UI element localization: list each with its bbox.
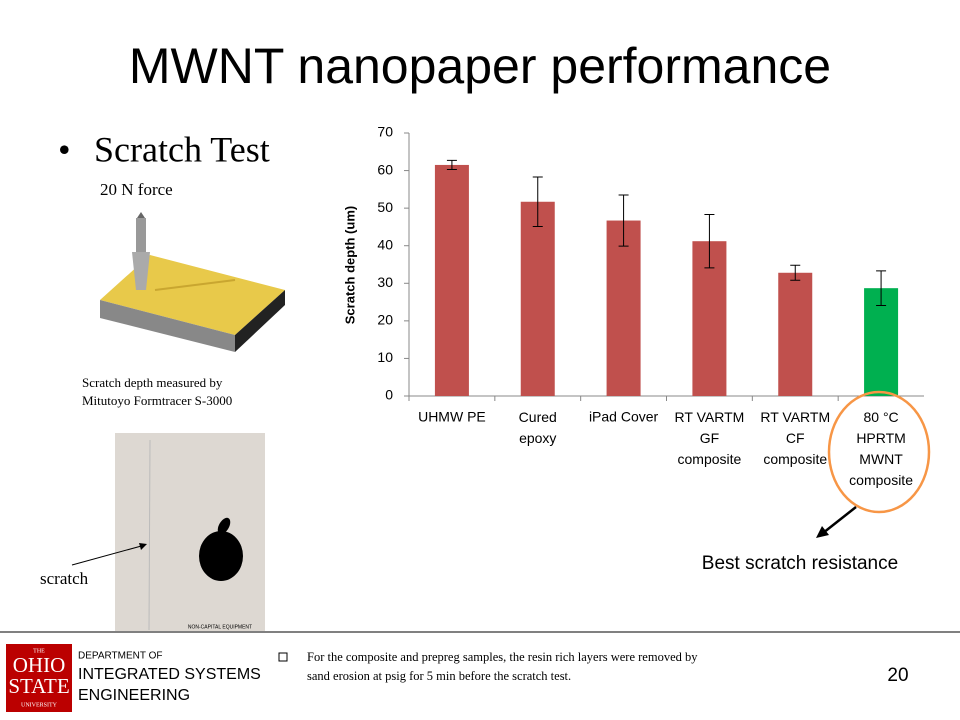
tester-illustration <box>100 212 285 352</box>
error-bar <box>790 264 801 281</box>
measure-note: Mitutoyo Formtracer S-3000 <box>82 393 232 408</box>
callout: Best scratch resistance <box>702 553 898 574</box>
bullet: Scratch Test <box>94 129 270 169</box>
error-bar <box>532 176 543 228</box>
force-label: 20 N force <box>100 180 173 199</box>
footnote: sand erosion at psig for 5 min before th… <box>307 669 571 683</box>
logo-text: STATE <box>8 674 69 698</box>
slide-title: MWNT nanopaper performance <box>129 38 831 94</box>
error-bar <box>618 194 629 247</box>
x-tick-label: RT VARTM GF composite <box>675 409 745 467</box>
photo: NON-CAPITAL EQUIPMENT <box>115 433 265 631</box>
page-number: 20 <box>887 665 908 686</box>
department: ENGINEERING <box>78 687 190 704</box>
x-tick-label: iPad Cover <box>589 409 659 425</box>
checkbox-bullet <box>278 652 288 662</box>
arrow-head <box>139 543 147 550</box>
y-tick-label: 60 <box>377 161 393 177</box>
y-tick-label: 30 <box>377 274 393 290</box>
callout-arrow <box>822 506 857 534</box>
y-tick-label: 20 <box>377 312 393 328</box>
arrow-head <box>816 526 829 538</box>
y-tick-label: 0 <box>385 387 393 403</box>
y-tick-label: 40 <box>377 236 393 252</box>
bar <box>520 201 555 396</box>
bar <box>864 288 899 396</box>
logo-text: OHIO <box>13 653 66 677</box>
x-tick-label: UHMW PE <box>418 409 486 425</box>
department: DEPARTMENT OF <box>78 651 162 662</box>
x-tick-label: RT VARTM CF composite <box>760 409 830 467</box>
x-tick-label: 80 °C HPRTM MWNT composite <box>849 409 913 488</box>
logo-text: THE <box>33 648 45 654</box>
y-tick-label: 70 <box>377 124 393 140</box>
photo-caption: NON-CAPITAL EQUIPMENT <box>188 624 252 630</box>
highlight-ellipse <box>827 390 931 514</box>
footnote: For the composite and prepreg samples, t… <box>307 650 698 664</box>
measure-note: Scratch depth measured by <box>82 375 223 390</box>
chart: 0 10 20 30 40 50 60 70 UHMW PE Cured epoxy iPad Cov… <box>377 124 924 488</box>
bullet-dot: • <box>58 129 71 169</box>
y-tick-label: 10 <box>377 349 393 365</box>
scratch-label: scratch <box>40 569 89 588</box>
x-tick-label: Cured epoxy <box>519 409 557 446</box>
error-bar <box>446 159 457 170</box>
logo-text: UNIVERSITY <box>21 702 58 708</box>
bar <box>434 164 469 396</box>
y-axis-label: Scratch depth (um) <box>342 206 357 324</box>
logo <box>6 644 72 712</box>
error-bar <box>876 270 887 306</box>
bar <box>778 272 813 396</box>
bar <box>606 220 641 396</box>
scratch-arrow <box>71 544 146 566</box>
department: INTEGRATED SYSTEMS <box>78 666 261 683</box>
error-bar <box>704 214 715 269</box>
y-tick-label: 50 <box>377 199 393 215</box>
